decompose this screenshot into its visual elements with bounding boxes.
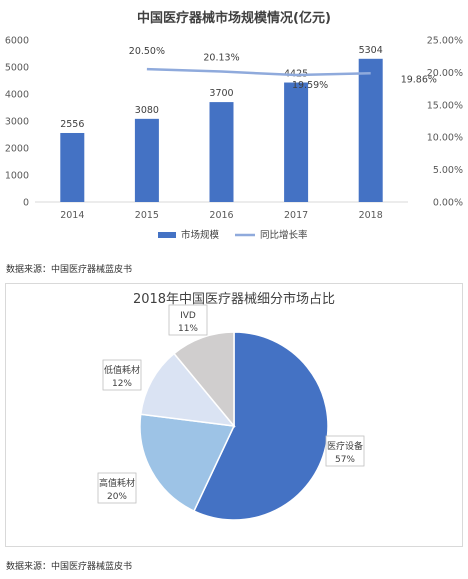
y-left-tick-label: 5000: [5, 63, 29, 74]
bar: [134, 118, 159, 202]
legend-bar-label: 市场规模: [181, 229, 220, 241]
slice-label-name: IVD: [180, 311, 196, 321]
bar: [60, 132, 85, 202]
legend-line-label: 同比增长率: [260, 229, 308, 241]
x-tick-label: 2015: [135, 210, 159, 221]
slice-label-name: 低值耗材: [104, 364, 140, 376]
slice-label-box: [102, 359, 142, 391]
bar-data-label: 2556: [60, 119, 84, 130]
y-left-tick-label: 4000: [5, 90, 29, 101]
y-right-tick-label: 0.00%: [433, 198, 463, 209]
y-left-tick-label: 2000: [5, 144, 29, 155]
segment-share-chart: 2018年中国医疗器械细分市场占比医疗设备 57% 高值耗材 20% 低值耗材 12% IV…: [0, 283, 468, 549]
y-left-tick-label: 6000: [5, 36, 29, 47]
market-size-chart-svg: 中国医疗器械市场规模情况(亿元) 0 1000 2000 3000 4000 5000 600…: [5, 10, 463, 241]
line-data-label: 20.50%: [129, 46, 165, 57]
chart-title: 2018年中国医疗器械细分市场占比: [133, 291, 335, 307]
pie-chart-frame: [5, 283, 463, 547]
legend-bar-swatch: [158, 232, 176, 238]
y-left-tick-label: 3000: [5, 117, 29, 128]
slice-label-pct: 12%: [112, 379, 132, 389]
slice-label-pct: 57%: [335, 455, 355, 465]
y-right-tick-label: 20.00%: [427, 68, 463, 79]
market-size-chart: 中国医疗器械市场规模情况(亿元) 0 1000 2000 3000 4000 5000 600…: [0, 0, 468, 250]
bar-data-label: 3080: [135, 105, 159, 116]
source-note-2: 数据来源：中国医疗器械蓝皮书: [6, 562, 133, 572]
slice-label-pct: 11%: [178, 324, 198, 334]
slice-label-box: [325, 435, 365, 467]
pie-slice: [139, 413, 236, 513]
x-tick-label: 2018: [359, 210, 383, 221]
growth-rate-line: [146, 67, 371, 77]
slice-label-name: 医疗设备: [327, 440, 363, 452]
y-right-tick-label: 25.00%: [427, 36, 463, 47]
source-note-1: 数据来源：中国医疗器械蓝皮书: [6, 265, 133, 275]
bar: [209, 102, 234, 202]
pie-slice: [139, 352, 236, 427]
y-left-tick-label: 0: [23, 198, 29, 209]
bar-data-label: 3700: [209, 88, 233, 99]
y-left-tick-label: 1000: [5, 171, 29, 182]
line-data-label: 19.86%: [401, 74, 437, 85]
x-tick-label: 2014: [60, 210, 84, 221]
y-right-tick-label: 15.00%: [427, 100, 463, 111]
line-data-label: 19.59%: [292, 80, 328, 91]
y-right-tick-label: 5.00%: [433, 165, 463, 176]
bar: [284, 82, 309, 202]
slice-label-box: [168, 304, 208, 336]
slice-label-box: [97, 472, 137, 504]
pie-slice: [173, 331, 235, 429]
x-tick-label: 2017: [284, 210, 308, 221]
bar: [358, 58, 383, 203]
line-data-label: 20.13%: [203, 53, 239, 64]
chart-title: 中国医疗器械市场规模情况(亿元): [137, 10, 331, 26]
bar-data-label: 5304: [359, 45, 383, 56]
slice-label-pct: 20%: [107, 492, 127, 502]
y-right-tick-label: 10.00%: [427, 133, 463, 144]
slice-label-name: 高值耗材: [99, 477, 135, 489]
x-tick-label: 2016: [209, 210, 233, 221]
